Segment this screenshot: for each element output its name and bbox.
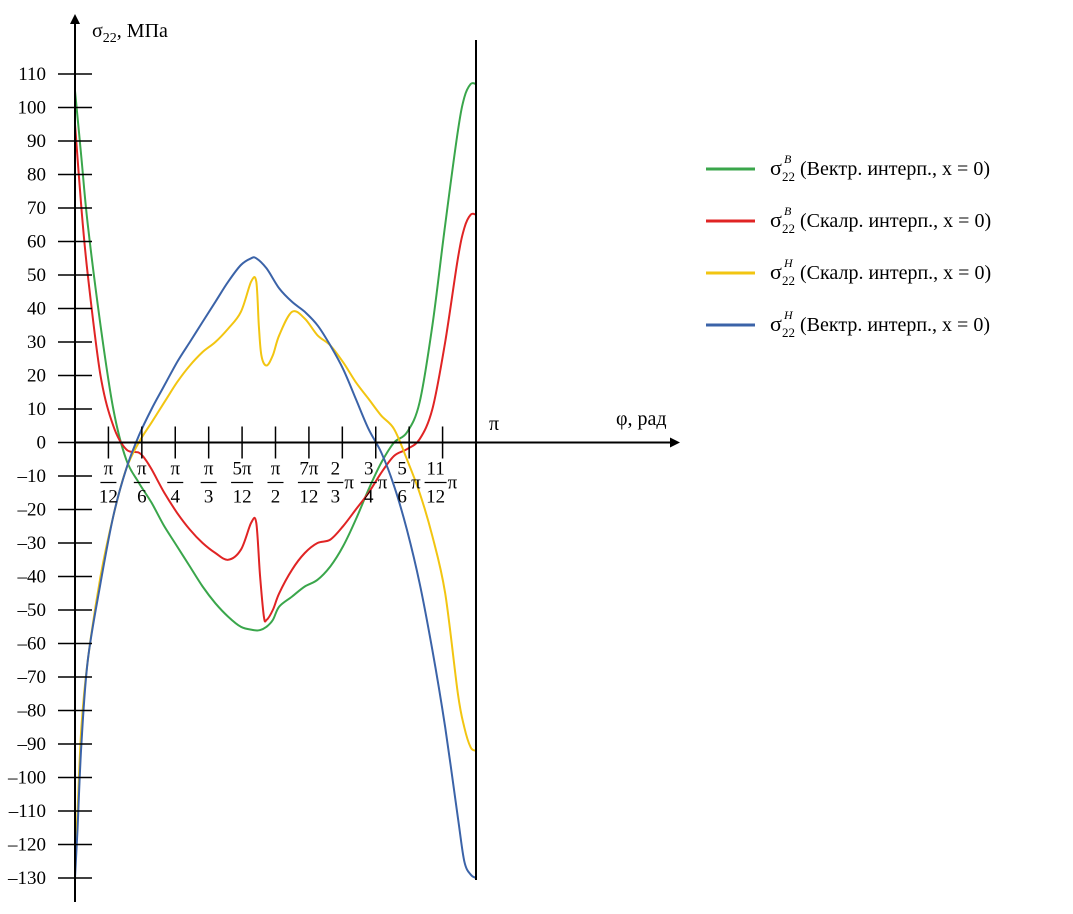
svg-text:3: 3 xyxy=(331,487,341,508)
legend-item-1: σ 22 B (Вектр. интерп., x = 0) xyxy=(706,152,990,184)
svg-text:π: π xyxy=(448,473,458,494)
svg-text:σ: σ xyxy=(770,155,782,180)
x-tick-label: π2 xyxy=(267,459,284,508)
svg-text:22: 22 xyxy=(782,221,795,236)
y-tick-label: 70 xyxy=(27,198,46,219)
legend-item-2: σ 22 B (Скалр. интерп., x = 0) xyxy=(706,204,991,236)
y-tick-label: 10 xyxy=(27,399,46,420)
svg-text:π: π xyxy=(204,459,214,480)
y-tick-label: –40 xyxy=(17,567,47,588)
svg-text:2: 2 xyxy=(271,487,281,508)
y-tick-label: 20 xyxy=(27,366,46,387)
x-tick-label: π3 xyxy=(200,459,217,508)
x-tick-label: π6 xyxy=(133,459,150,508)
svg-text:7π: 7π xyxy=(299,459,319,480)
y-tick-label: 110 xyxy=(18,64,46,85)
svg-text:4: 4 xyxy=(364,487,374,508)
svg-text:12: 12 xyxy=(299,487,318,508)
x-tick-label: 3 4π xyxy=(360,459,388,508)
series-line-1 xyxy=(74,82,477,632)
svg-text:π: π xyxy=(104,459,114,480)
svg-text:22: 22 xyxy=(782,273,795,288)
y-tick-label: 30 xyxy=(27,332,46,353)
svg-text:5: 5 xyxy=(397,459,407,480)
legend-item-3: σ 22 H (Скалр. интерп., x = 0) xyxy=(706,256,991,288)
x-axis-title: φ, рад xyxy=(616,408,667,430)
svg-text:π: π xyxy=(271,459,281,480)
x-tick-label: 11 12π xyxy=(424,459,458,508)
pi-label: π xyxy=(489,413,499,435)
svg-text:5π: 5π xyxy=(233,459,253,480)
y-tick-label: –90 xyxy=(17,734,47,755)
svg-text:22: 22 xyxy=(782,325,795,340)
svg-text:4: 4 xyxy=(171,487,181,508)
svg-text:H: H xyxy=(783,308,794,322)
y-tick-label: –20 xyxy=(17,500,47,521)
x-tick-label: π 12 xyxy=(99,459,118,508)
y-tick-label: 0 xyxy=(37,433,47,454)
y-tick-label: –80 xyxy=(17,701,47,722)
y-tick-label: –110 xyxy=(8,801,46,822)
legend-label: (Скалр. интерп., x = 0) xyxy=(800,210,991,232)
svg-text:H: H xyxy=(783,256,794,270)
svg-text:π: π xyxy=(411,473,421,494)
y-axis-title: σ22, МПа xyxy=(92,20,168,46)
svg-text:π: π xyxy=(344,473,354,494)
y-tick-label: 90 xyxy=(27,131,46,152)
svg-text:σ: σ xyxy=(770,259,782,284)
legend-label: (Вектр. интерп., x = 0) xyxy=(800,158,990,180)
y-tick-label: –50 xyxy=(17,600,47,621)
svg-text:6: 6 xyxy=(397,487,407,508)
axes-layer: σ22, МПа φ, рад π xyxy=(70,14,680,902)
y-tick-label: 60 xyxy=(27,232,46,253)
svg-text:6: 6 xyxy=(137,487,147,508)
y-tick-label: –70 xyxy=(17,667,47,688)
svg-text:2: 2 xyxy=(331,459,341,480)
y-tick-label: 100 xyxy=(18,98,47,119)
x-tick-label: π4 xyxy=(167,459,184,508)
legend-label: (Вектр. интерп., x = 0) xyxy=(800,314,990,336)
legend-item-4: σ 22 H (Вектр. интерп., x = 0) xyxy=(706,308,990,340)
y-tick-label: 80 xyxy=(27,165,46,186)
legend-label: (Скалр. интерп., x = 0) xyxy=(800,262,991,284)
y-tick-label: 50 xyxy=(27,265,46,286)
y-tick-label: –120 xyxy=(7,835,46,856)
y-tick-label: –60 xyxy=(17,634,47,655)
svg-text:22: 22 xyxy=(782,169,795,184)
svg-text:12: 12 xyxy=(233,487,252,508)
svg-text:3: 3 xyxy=(204,487,214,508)
svg-text:12: 12 xyxy=(99,487,118,508)
svg-text:π: π xyxy=(137,459,147,480)
svg-text:σ: σ xyxy=(770,207,782,232)
svg-text:12: 12 xyxy=(426,487,445,508)
svg-text:3: 3 xyxy=(364,459,374,480)
svg-text:σ: σ xyxy=(770,311,782,336)
x-tick-label: 2 3π xyxy=(327,459,354,508)
y-tick-label: –100 xyxy=(7,768,46,789)
legend-layer: σ 22B (Вектр. интерп., x = 0)σ 22B (Скалр. и… xyxy=(706,152,991,340)
series-line-4 xyxy=(74,256,477,879)
series-layer xyxy=(74,82,477,879)
ticks-layer: 1101009080706050403020100–10–20–30–40–50… xyxy=(7,64,458,889)
y-tick-label: 40 xyxy=(27,299,46,320)
svg-text:B: B xyxy=(784,152,792,166)
svg-text:B: B xyxy=(784,204,792,218)
svg-text:π: π xyxy=(170,459,180,480)
y-tick-label: –10 xyxy=(17,466,47,487)
x-tick-label: 5 6π xyxy=(394,459,421,508)
svg-text:π: π xyxy=(378,473,388,494)
series-line-2 xyxy=(74,123,477,623)
y-tick-label: –130 xyxy=(7,868,46,889)
y-tick-label: –30 xyxy=(17,533,47,554)
svg-text:11: 11 xyxy=(426,459,444,480)
